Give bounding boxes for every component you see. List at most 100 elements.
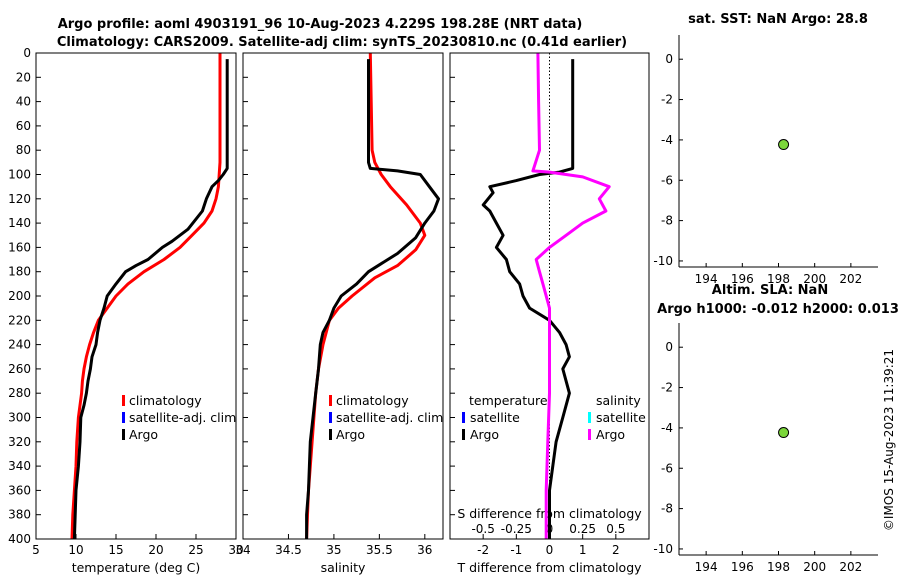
panel-sst: 194 196 198 200 202 0 -2 -4 -6 -8 -10 [653,35,878,286]
x-tick-label: 35.5 [366,543,393,557]
sla-subtitle: Argo h1000: -0.012 h2000: 0.013 [657,302,899,317]
legend-title-salinity: salinity [596,393,641,408]
y-tick-label: 140 [8,216,31,230]
x-tick-label: 20 [148,543,163,557]
x-tick-label: 1 [579,543,587,557]
legend-label: climatology [129,393,202,408]
y-tick-label: -10 [653,254,673,268]
y-tick-label: 340 [8,459,31,473]
credit-text: ©IMOS 15-Aug-2023 11:39:21 [882,349,896,531]
x-tick-label: 202 [839,272,862,286]
plot-frame [242,52,444,540]
title-line1: Argo profile: aoml 4903191_96 10-Aug-202… [58,17,583,32]
legend-label: satellite-adj. clim [129,410,236,425]
series-climatology [70,53,222,540]
legend-title-temperature: temperature [469,393,548,408]
y-tick-label: 300 [8,411,31,425]
series-t-argo [481,59,575,539]
y-tick-label: 360 [8,483,31,497]
argo-position-point [778,139,790,151]
series-argo [305,59,440,539]
x-tick-label: 36 [417,543,432,557]
y-tick-label: -8 [661,214,673,228]
y-tick-label: 280 [8,386,31,400]
y-tick-label: 20 [16,70,31,84]
legend-swatch [122,395,125,406]
x-tick-label: 34.5 [275,543,302,557]
series-argo [72,59,229,540]
series-s-argo [531,52,611,539]
s-diff-tick-label: -0.25 [501,522,532,536]
y-tick-label: 80 [16,143,31,157]
y-tick-label: -10 [653,542,673,556]
series-climatology [305,52,427,540]
y-tick-label: 260 [8,362,31,376]
panel-salinity: 34 34.5 35 35.5 36 salinity climatology satelli… [235,52,444,575]
y-tick-label: -2 [661,381,673,395]
x-axis-label: salinity [321,560,366,575]
x-tick-label: 5 [32,543,40,557]
x-tick-label: 2 [612,543,620,557]
y-tick-label: -8 [661,502,673,516]
x-tick-label: 194 [695,560,718,574]
legend-swatch [329,412,332,423]
legend-label: Argo [336,427,365,442]
x-axis-label: T difference from climatology [456,560,642,575]
y-tick-label: -2 [661,93,673,107]
s-diff-tick-label: 0.25 [569,522,596,536]
legend-swatch [122,429,125,440]
legend-swatch [462,429,465,440]
x-tick-label: 198 [767,560,790,574]
x-tick-label: 15 [108,543,123,557]
legend-label: satellite [470,410,520,425]
y-tick-label: 160 [8,240,31,254]
argo-position-point [778,427,790,439]
x-tick-label: 10 [68,543,83,557]
legend-label: climatology [336,393,409,408]
y-tick-label: -6 [661,173,673,187]
x-tick-label: 0 [546,543,554,557]
legend-swatch [329,429,332,440]
y-tick-label: 0 [665,340,673,354]
x-axis-label: temperature (deg C) [72,560,201,575]
x-tick-label: 200 [803,560,826,574]
x-tick-label: 196 [731,272,754,286]
y-tick-label: 40 [16,95,31,109]
y-tick-label: 120 [8,192,31,206]
legend-swatch [122,412,125,423]
x-tick-label: 198 [767,272,790,286]
y-tick-label: 400 [8,532,31,546]
y-tick-label: -4 [661,133,673,147]
legend-swatch [588,429,591,440]
sst-title: sat. SST: NaN Argo: 28.8 [688,12,868,27]
x-tick-label: -2 [477,543,489,557]
y-tick-label: 0 [665,52,673,66]
plot-frame [35,52,237,540]
panel-temperature: 5 10 15 20 25 30 temperature (deg C) 0 20 40 60 80 1… [8,46,244,575]
title-line2: Climatology: CARS2009. Satellite-adj cli… [57,35,627,50]
legend-label: Argo [470,427,499,442]
legend-swatch [329,395,332,406]
x-tick-label: 202 [839,560,862,574]
y-tick-label: 0 [23,46,31,60]
y-tick-label: 320 [8,435,31,449]
y-tick-label: 220 [8,313,31,327]
x-tick-label: 196 [731,560,754,574]
y-tick-label: -4 [661,421,673,435]
y-tick-label: 200 [8,289,31,303]
legend-label: satellite-adj. clim [336,410,443,425]
legend-swatch [588,412,591,423]
sla-title: Altim. SLA: NaN [712,283,828,298]
s-diff-tick-label: -0.5 [471,522,494,536]
legend-label: Argo [129,427,158,442]
x-tick-label: 35 [326,543,341,557]
legend-label: satellite [596,410,646,425]
s-diff-tick-label: 0.5 [606,522,625,536]
y-tick-label: -6 [661,461,673,475]
x-tick-label: 30 [228,543,243,557]
plot-frame [449,52,650,540]
legend-swatch [462,412,465,423]
x-tick-label: 34 [235,543,250,557]
